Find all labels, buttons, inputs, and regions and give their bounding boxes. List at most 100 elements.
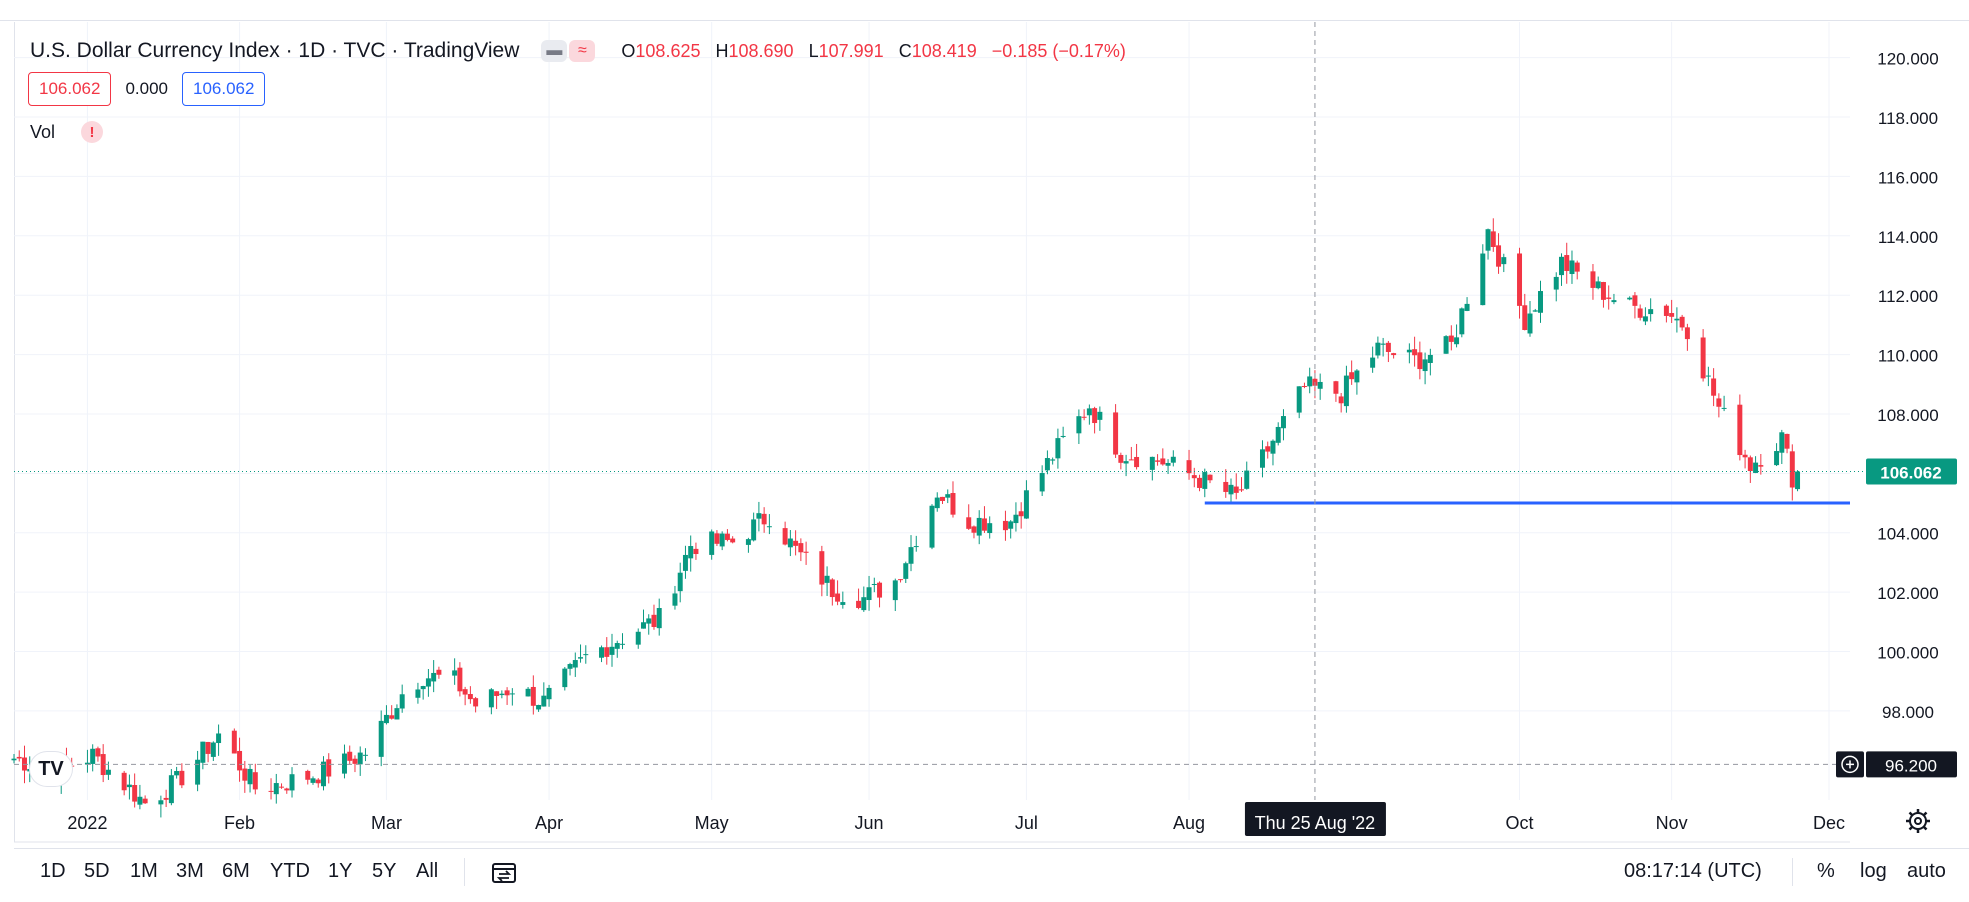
candle-body: [467, 694, 473, 700]
crosshair-date-label: Thu 25 Aug '22: [1255, 813, 1376, 833]
candle-body: [945, 494, 951, 498]
last-price-label-bg: [1866, 458, 1957, 485]
candle-body: [1265, 446, 1271, 452]
candle-body: [1097, 411, 1103, 420]
tradingview-logo[interactable]: TV: [30, 752, 72, 786]
compare-icon[interactable]: ≈: [569, 40, 596, 62]
sell-price-box[interactable]: 106.062: [28, 72, 112, 106]
candle-body: [137, 796, 143, 805]
candle-body: [724, 533, 730, 540]
symbol-title[interactable]: U.S. Dollar Currency Index · 1D · TVC · …: [30, 39, 520, 62]
log-scale-button[interactable]: log: [1860, 860, 1887, 882]
candle-body: [1758, 465, 1764, 467]
candle-body: [761, 513, 767, 525]
buy-price-box[interactable]: 106.062: [182, 72, 266, 106]
candle-body: [1186, 460, 1192, 474]
y-tick-label: 100.000: [1877, 644, 1938, 663]
candle-body: [609, 646, 615, 655]
timeframe-all[interactable]: All: [416, 860, 439, 882]
candle-body: [399, 694, 405, 709]
candle-body: [1128, 459, 1134, 461]
candle-body: [488, 689, 494, 708]
last-price-label: 106.062: [1880, 464, 1941, 483]
candle-body: [599, 647, 605, 658]
candle-body: [1454, 337, 1460, 345]
candle-body: [1076, 416, 1082, 434]
percent-scale-button[interactable]: %: [1817, 860, 1835, 882]
candle-body: [892, 580, 898, 601]
candle-body: [1517, 253, 1523, 306]
candle-body: [1422, 359, 1428, 372]
candle-body: [1023, 490, 1029, 519]
volume-indicator[interactable]: Vol !: [30, 121, 104, 143]
timeframe-5y[interactable]: 5Y: [372, 860, 397, 882]
candle-body: [1663, 305, 1669, 316]
candle-body: [1485, 229, 1491, 251]
candle-body: [273, 783, 279, 795]
collapse-icon[interactable]: ▬: [541, 40, 568, 62]
auto-scale-button[interactable]: auto: [1907, 860, 1946, 882]
candle-body: [677, 572, 683, 592]
candle-body: [105, 769, 111, 775]
candle-body: [420, 686, 426, 690]
candle-body: [1092, 408, 1098, 424]
timeframe-1m[interactable]: 1M: [130, 860, 158, 882]
gear-icon[interactable]: [1905, 808, 1931, 834]
candle-body: [1039, 473, 1045, 492]
candle-body: [934, 497, 940, 509]
toolbar-divider: [464, 858, 465, 886]
candle-body: [1753, 462, 1759, 473]
low-key: L: [808, 40, 819, 61]
candle-body: [1679, 316, 1685, 328]
candle-body: [352, 758, 358, 764]
candle-body: [1307, 376, 1313, 387]
candle-body: [635, 631, 641, 645]
timeframe-1d[interactable]: 1D: [40, 860, 66, 882]
candle-body: [121, 772, 127, 791]
timeframe-3m[interactable]: 3M: [176, 860, 204, 882]
candle-body: [195, 759, 201, 785]
candle-body: [1642, 316, 1648, 322]
candle-body: [357, 752, 363, 765]
timeframe-1y[interactable]: 1Y: [328, 860, 353, 882]
crosshair-price-label: 96.200: [1885, 756, 1937, 775]
x-tick-label: May: [695, 813, 729, 833]
close-value: 108.419: [911, 40, 977, 61]
candle-body: [315, 779, 321, 784]
candle-body: [572, 660, 578, 668]
ohlc-values: O108.625 H108.690 L107.991 C108.419 −0.1…: [621, 41, 1136, 62]
chart-panel[interactable]: [14, 22, 1969, 842]
candle-body: [268, 790, 274, 792]
candle-body: [1632, 295, 1638, 306]
date-range-icon[interactable]: [490, 858, 518, 886]
candle-body: [567, 664, 573, 669]
candle-body: [614, 643, 620, 649]
candle-body: [310, 778, 316, 783]
candle-body: [389, 715, 395, 719]
candle-body: [100, 754, 106, 776]
utc-clock[interactable]: 08:17:14 (UTC): [1624, 860, 1762, 882]
candle-body: [1002, 520, 1008, 531]
candle-body: [536, 704, 542, 710]
timeframe-ytd[interactable]: YTD: [270, 860, 310, 882]
open-key: O: [621, 40, 636, 61]
candle-body: [210, 742, 216, 757]
warning-icon[interactable]: !: [81, 121, 104, 143]
candle-body: [1149, 456, 1155, 470]
timeframe-5d[interactable]: 5D: [84, 860, 110, 882]
candle-body: [939, 496, 945, 501]
candle-body: [1412, 349, 1418, 356]
candle-body: [1716, 398, 1722, 407]
candle-body: [1464, 303, 1470, 311]
timeframe-6m[interactable]: 6M: [222, 860, 250, 882]
chart-legend: U.S. Dollar Currency Index · 1D · TVC · …: [30, 36, 1136, 66]
candle-body: [457, 667, 463, 692]
candle-body: [1170, 456, 1176, 463]
candle-body: [541, 695, 547, 707]
candle-body: [174, 771, 180, 776]
y-tick-label: 104.000: [1877, 525, 1938, 544]
candle-body: [279, 786, 285, 788]
candle-body: [987, 523, 993, 534]
candle-body: [1774, 451, 1780, 466]
